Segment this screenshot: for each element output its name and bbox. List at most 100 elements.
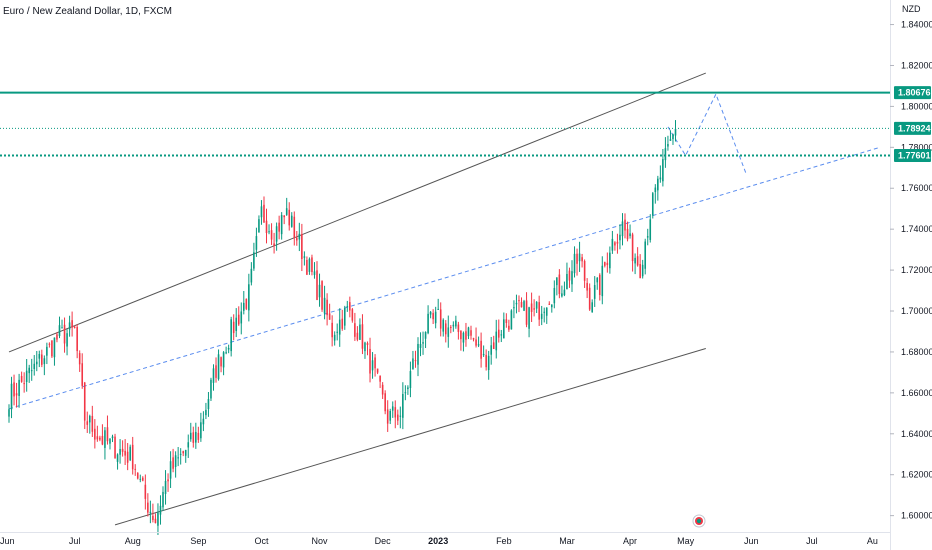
candle-body	[321, 281, 323, 310]
candle-body	[56, 334, 58, 340]
candle-body	[66, 333, 68, 347]
candle-body	[369, 348, 371, 374]
candle-body	[563, 289, 566, 296]
candle-body	[596, 277, 599, 283]
mid-trendline[interactable]	[8, 146, 881, 410]
candle-body	[311, 257, 313, 272]
candle-body	[116, 454, 119, 462]
candle-body	[520, 301, 523, 308]
candle-body	[631, 234, 634, 262]
drawing-layer[interactable]	[8, 72, 881, 526]
candle-body	[662, 159, 664, 182]
candle-body	[422, 342, 424, 344]
candle-body	[588, 287, 591, 310]
levels-layer[interactable]	[0, 91, 890, 157]
candle-body	[23, 383, 25, 385]
candle-body	[8, 409, 10, 417]
candle-body	[490, 345, 493, 355]
candle-body	[63, 324, 66, 344]
candle-body	[465, 331, 467, 340]
candle-body	[482, 353, 485, 356]
candle-body	[664, 148, 667, 161]
candle-body	[455, 320, 457, 327]
price-axis[interactable]: 1.84000 1.82000 1.80000 1.78000 1.76000 1.740…	[890, 20, 932, 521]
price-tag-label: 1.77601	[898, 150, 931, 160]
x-tick-label: May	[677, 536, 695, 546]
price-tag	[894, 148, 931, 162]
candle-body	[275, 226, 278, 242]
candle-body	[38, 353, 41, 359]
candle-body	[470, 330, 472, 336]
candle-body	[333, 334, 336, 341]
candle-body	[450, 326, 452, 329]
candle-body	[402, 393, 404, 418]
y-tick-label: 1.82000	[901, 60, 932, 70]
candle-body	[338, 319, 341, 335]
candle-body	[210, 379, 212, 399]
candle-body	[657, 178, 659, 191]
candle-body	[386, 409, 389, 424]
candle-body	[586, 282, 588, 291]
candle-body	[265, 220, 268, 234]
candle-body	[225, 352, 227, 354]
candle-body	[326, 299, 328, 316]
candle-body	[649, 219, 652, 240]
time-axis[interactable]: Jun Jul Aug Sep Oct Nov Dec 2023 Feb Mar Apr May Jun…	[0, 536, 878, 546]
channel-trendline[interactable]	[114, 347, 706, 526]
candles-layer	[8, 120, 677, 535]
candle-body	[109, 438, 111, 444]
candle-body	[417, 343, 419, 365]
candle-body	[407, 387, 409, 390]
candle-body	[154, 518, 157, 524]
candle-body	[318, 284, 321, 298]
candle-body	[119, 448, 121, 455]
y-tick-label: 1.70000	[901, 306, 932, 316]
y-tick-label: 1.62000	[901, 470, 932, 480]
candle-body	[51, 340, 53, 357]
price-tag-label: 1.80676	[898, 88, 931, 98]
candle-body	[111, 436, 114, 439]
x-tick-label: Dec	[375, 536, 392, 546]
event-marker-icon[interactable]	[692, 514, 706, 528]
candle-body	[384, 393, 386, 412]
candle-body	[83, 382, 86, 421]
candle-body	[412, 358, 414, 370]
candle-body	[167, 479, 169, 482]
x-tick-label: Oct	[254, 536, 269, 546]
projection-path[interactable]	[667, 92, 747, 175]
candle-body	[376, 368, 379, 373]
candle-body	[303, 256, 306, 258]
candle-body	[232, 321, 235, 334]
chart-title: Euro / New Zealand Dollar, 1D, FXCM	[3, 6, 172, 17]
y-tick-label: 1.76000	[901, 183, 932, 193]
x-tick-label: Jun	[0, 536, 15, 546]
channel-trendline[interactable]	[8, 72, 706, 353]
candle-body	[159, 505, 162, 515]
candle-body	[550, 304, 553, 308]
candle-body	[651, 193, 654, 216]
candle-body	[593, 285, 596, 299]
candle-body	[495, 331, 498, 351]
y-tick-label: 1.74000	[901, 224, 932, 234]
candle-body	[88, 415, 91, 423]
candle-body	[508, 325, 510, 330]
candle-body	[472, 338, 475, 340]
candle-body	[399, 415, 402, 417]
candle-body	[604, 262, 606, 266]
candle-body	[525, 300, 528, 325]
candle-body	[523, 301, 525, 311]
candle-body	[104, 430, 106, 448]
candle-body	[147, 502, 149, 513]
candle-body	[71, 320, 73, 328]
candle-body	[15, 393, 18, 396]
candle-body	[296, 237, 298, 241]
candle-body	[538, 302, 540, 320]
candle-body	[306, 259, 308, 275]
candle-body	[515, 302, 518, 305]
y-tick-label: 1.68000	[901, 347, 932, 357]
candle-body	[217, 354, 220, 380]
candle-body	[583, 260, 586, 281]
